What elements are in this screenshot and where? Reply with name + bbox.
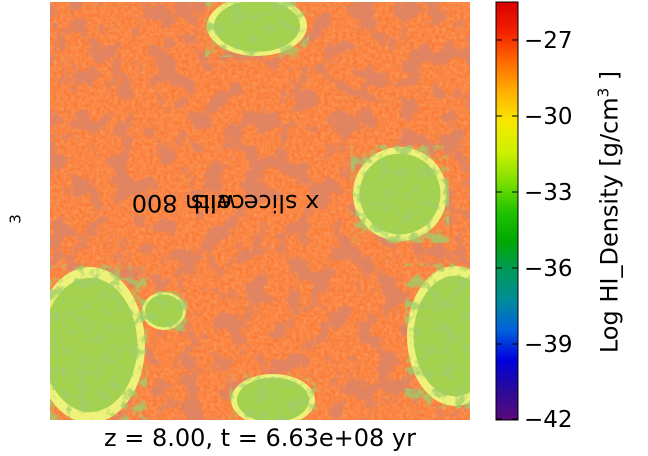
ionized-bubble-texture — [50, 277, 138, 413]
colorbar-label: Log HI_Density [g/cm3 ] — [594, 70, 624, 354]
colorbar-tick-label: −36 — [524, 256, 573, 282]
colorbar-tick-label: −30 — [524, 104, 573, 130]
colorbar-tick-label: −27 — [524, 28, 573, 54]
ionized-bubble-texture — [145, 294, 183, 328]
x-axis-label: z = 8.00, t = 6.63e+08 yr — [104, 424, 416, 452]
ionized-bubble-texture — [236, 377, 310, 420]
colorbar-gradient — [495, 1, 519, 421]
colorbar: −42 −39 −36 −33 −30 −27 — [495, 1, 573, 433]
colorbar-tick-label: −39 — [524, 332, 573, 358]
colorbar-tick-label: −42 — [524, 407, 573, 433]
colorbar-tick-label: −33 — [524, 180, 573, 206]
ionized-bubble-texture — [359, 153, 441, 235]
ionized-bubbles — [50, 2, 470, 420]
y-axis-label: x slice with 800 3 cells — [6, 188, 320, 224]
ionized-bubble-texture — [214, 2, 300, 52]
colorbar-ticks: −42 −39 −36 −33 −30 −27 — [496, 28, 573, 433]
ionized-bubble-texture — [413, 275, 470, 397]
